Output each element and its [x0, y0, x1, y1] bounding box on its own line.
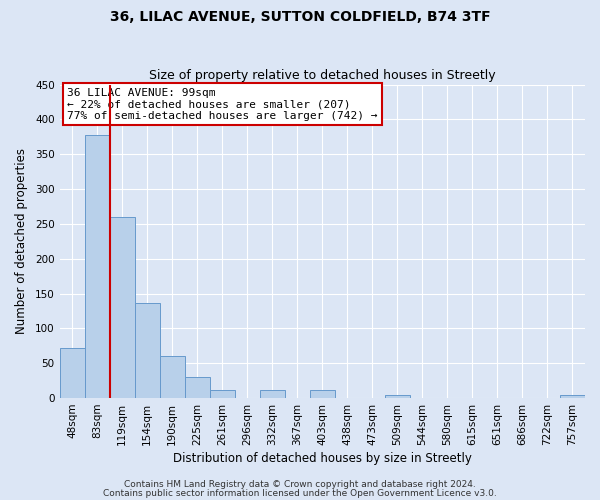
Bar: [260, 390, 285, 398]
Y-axis label: Number of detached properties: Number of detached properties: [15, 148, 28, 334]
Bar: [160, 356, 185, 398]
Text: 36 LILAC AVENUE: 99sqm
← 22% of detached houses are smaller (207)
77% of semi-de: 36 LILAC AVENUE: 99sqm ← 22% of detached…: [67, 88, 378, 121]
Text: Contains HM Land Registry data © Crown copyright and database right 2024.: Contains HM Land Registry data © Crown c…: [124, 480, 476, 489]
Bar: [85, 134, 110, 398]
Bar: [209, 390, 235, 398]
Bar: [310, 390, 335, 398]
X-axis label: Distribution of detached houses by size in Streetly: Distribution of detached houses by size …: [173, 452, 472, 465]
Bar: [110, 217, 134, 398]
Text: Contains public sector information licensed under the Open Government Licence v3: Contains public sector information licen…: [103, 488, 497, 498]
Bar: [185, 377, 209, 398]
Title: Size of property relative to detached houses in Streetly: Size of property relative to detached ho…: [149, 69, 496, 82]
Bar: [560, 396, 585, 398]
Bar: [134, 302, 160, 398]
Bar: [59, 348, 85, 398]
Text: 36, LILAC AVENUE, SUTTON COLDFIELD, B74 3TF: 36, LILAC AVENUE, SUTTON COLDFIELD, B74 …: [110, 10, 490, 24]
Bar: [385, 396, 410, 398]
